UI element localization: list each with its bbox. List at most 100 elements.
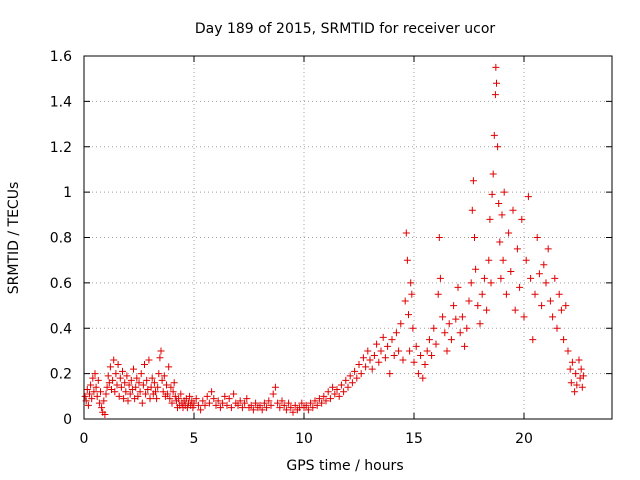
data-point xyxy=(467,279,475,287)
data-point xyxy=(409,324,417,332)
data-point xyxy=(153,395,161,403)
data-point xyxy=(344,383,352,391)
data-point xyxy=(201,401,209,409)
data-point xyxy=(461,342,469,350)
data-point xyxy=(397,320,405,328)
data-point xyxy=(265,397,273,405)
data-point xyxy=(381,354,389,362)
data-point xyxy=(489,170,497,178)
data-point xyxy=(388,336,396,344)
data-point xyxy=(285,399,293,407)
data-point xyxy=(447,336,455,344)
data-point xyxy=(126,390,134,398)
data-point xyxy=(333,386,341,394)
data-point xyxy=(267,401,275,409)
data-point xyxy=(342,376,350,384)
data-point xyxy=(142,390,150,398)
data-point xyxy=(112,370,120,378)
data-point xyxy=(417,351,425,359)
data-point xyxy=(138,399,146,407)
data-point xyxy=(318,399,326,407)
data-point xyxy=(401,297,409,305)
data-point xyxy=(124,397,132,405)
data-point xyxy=(90,388,98,396)
x-tick-label: 20 xyxy=(515,431,533,447)
data-point xyxy=(436,274,444,282)
data-point xyxy=(216,404,224,412)
data-point xyxy=(157,347,165,355)
data-point xyxy=(499,256,507,264)
data-point xyxy=(505,229,513,237)
data-point xyxy=(544,245,552,253)
data-point xyxy=(549,313,557,321)
data-point xyxy=(315,395,323,403)
data-point xyxy=(205,399,213,407)
data-point xyxy=(136,388,144,396)
data-point xyxy=(428,351,436,359)
data-point xyxy=(346,372,354,380)
y-tick-label: 1.2 xyxy=(50,140,72,156)
data-point xyxy=(186,392,194,400)
data-point xyxy=(500,188,508,196)
data-point xyxy=(117,383,125,391)
data-point xyxy=(538,302,546,310)
data-point xyxy=(289,408,297,416)
data-point xyxy=(147,383,155,391)
data-point xyxy=(423,347,431,355)
data-point xyxy=(478,290,486,298)
data-point xyxy=(390,351,398,359)
data-point xyxy=(298,399,306,407)
data-point xyxy=(243,395,251,403)
data-point xyxy=(146,395,154,403)
data-point xyxy=(407,279,415,287)
data-point xyxy=(282,406,290,414)
data-point xyxy=(355,361,363,369)
data-point xyxy=(567,379,575,387)
data-point xyxy=(313,401,321,409)
data-point xyxy=(557,306,565,314)
data-point xyxy=(190,399,198,407)
data-point xyxy=(127,376,135,384)
data-point xyxy=(311,397,319,405)
data-point xyxy=(192,395,200,403)
data-point xyxy=(412,342,420,350)
data-point xyxy=(106,363,114,371)
data-point xyxy=(114,361,122,369)
data-point xyxy=(102,390,110,398)
data-point xyxy=(370,351,378,359)
data-point xyxy=(158,376,166,384)
data-point xyxy=(291,401,299,409)
data-point xyxy=(263,404,271,412)
data-point xyxy=(511,306,519,314)
data-point xyxy=(197,406,205,414)
data-point xyxy=(357,370,365,378)
data-point xyxy=(454,283,462,291)
data-point xyxy=(553,324,561,332)
data-point xyxy=(307,399,315,407)
data-point xyxy=(189,404,197,412)
data-point xyxy=(414,370,422,378)
y-tick-label: 1.4 xyxy=(50,94,72,110)
data-point xyxy=(573,381,581,389)
data-point xyxy=(555,290,563,298)
data-point xyxy=(230,390,238,398)
data-point xyxy=(472,265,480,273)
data-point xyxy=(568,358,576,366)
data-point xyxy=(408,290,416,298)
data-point xyxy=(208,388,216,396)
data-point xyxy=(564,347,572,355)
data-point xyxy=(258,406,266,414)
data-point xyxy=(203,392,211,400)
data-point xyxy=(320,392,328,400)
data-point xyxy=(214,397,222,405)
data-point xyxy=(379,333,387,341)
y-tick-label: 1.6 xyxy=(50,49,72,65)
data-point xyxy=(540,261,548,269)
data-point xyxy=(86,390,93,398)
data-point xyxy=(100,397,108,405)
data-point xyxy=(348,379,356,387)
data-point xyxy=(469,177,477,185)
data-point xyxy=(456,329,464,337)
data-point xyxy=(546,297,554,305)
data-point xyxy=(271,383,279,391)
